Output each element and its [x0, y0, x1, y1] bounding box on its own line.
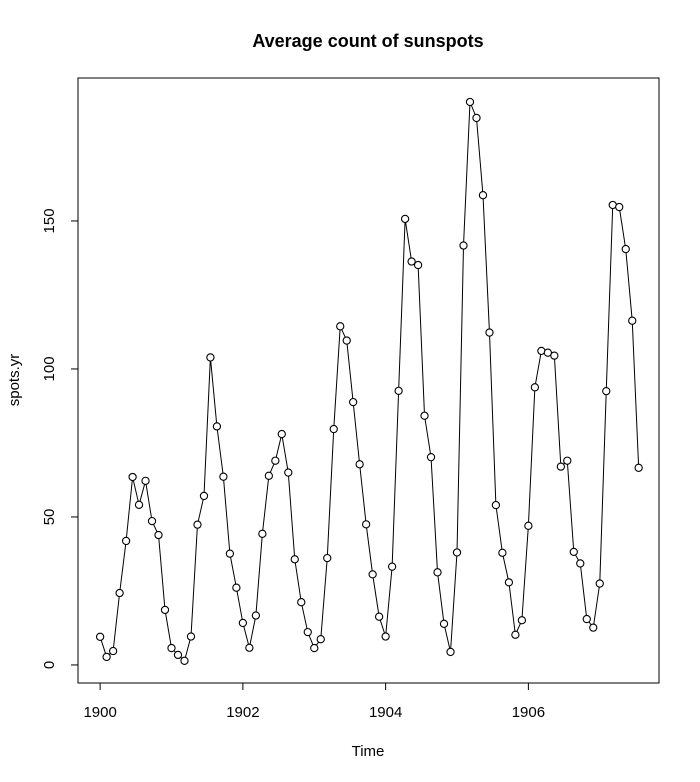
point [582, 614, 591, 624]
point [556, 462, 566, 471]
point [439, 619, 449, 628]
point [407, 257, 416, 266]
point [472, 113, 481, 123]
point [459, 241, 468, 250]
point [251, 611, 261, 620]
x-tick-label: 1906 [512, 704, 545, 721]
x-tick-label: 1900 [83, 704, 116, 721]
point [310, 643, 319, 653]
point [121, 536, 131, 546]
point [550, 351, 559, 360]
point [303, 627, 312, 637]
point [511, 630, 520, 639]
point [595, 579, 604, 588]
point [504, 578, 514, 587]
point [387, 562, 397, 571]
point [342, 336, 351, 345]
point [238, 618, 248, 628]
point [374, 612, 384, 621]
point [102, 652, 111, 662]
point [199, 491, 209, 501]
point [160, 605, 170, 615]
point [394, 386, 403, 396]
point [134, 500, 144, 509]
line [99, 101, 640, 662]
point [634, 463, 643, 472]
point [576, 559, 585, 568]
point [452, 548, 462, 557]
point [498, 548, 507, 557]
point [563, 456, 572, 465]
point [193, 520, 202, 529]
point [316, 635, 325, 644]
point [355, 460, 364, 469]
y-tick-label: 150 [41, 208, 58, 233]
point [446, 647, 455, 657]
chart-title: Average count of sunspots [252, 31, 483, 51]
point [284, 468, 293, 477]
point [95, 632, 105, 641]
point [115, 588, 124, 598]
point [524, 521, 533, 530]
point [420, 411, 429, 420]
y-tick-label: 50 [41, 509, 58, 526]
point [349, 397, 358, 407]
point [271, 456, 280, 465]
point [368, 570, 377, 579]
y-axis-label: spots.yr [6, 354, 23, 407]
point [361, 520, 371, 529]
point [336, 322, 345, 331]
point [232, 583, 241, 592]
point [433, 568, 442, 577]
point [264, 471, 274, 480]
point [400, 214, 410, 224]
point [413, 260, 423, 270]
point [485, 328, 494, 337]
point [381, 632, 390, 641]
point [615, 202, 624, 212]
point [128, 472, 137, 482]
point [212, 422, 222, 431]
point [290, 555, 299, 564]
point [154, 530, 163, 540]
point [589, 623, 598, 632]
point [478, 191, 488, 200]
point [517, 616, 527, 625]
point [465, 97, 475, 107]
point [180, 656, 189, 665]
point [329, 424, 338, 434]
y-tick-label: 100 [41, 356, 58, 381]
point [206, 353, 215, 362]
point [173, 650, 183, 660]
point [628, 316, 637, 325]
point [167, 643, 176, 653]
point [491, 500, 501, 510]
point [108, 646, 118, 656]
point [297, 598, 306, 607]
point [530, 383, 540, 392]
point [225, 549, 235, 558]
plot-frame [77, 77, 660, 684]
x-tick-label: 1902 [226, 704, 259, 721]
point [569, 547, 578, 557]
point [147, 516, 157, 526]
point [602, 387, 611, 396]
point [323, 553, 332, 563]
x-axis-label: Time [352, 743, 385, 760]
point [219, 472, 228, 481]
point [186, 632, 196, 641]
point [245, 643, 254, 652]
point [621, 244, 630, 254]
y-tick-label: 0 [41, 661, 58, 669]
point [258, 529, 267, 538]
x-tick-label: 1904 [369, 704, 402, 721]
point [141, 476, 150, 485]
point [277, 429, 286, 439]
point [426, 453, 436, 462]
